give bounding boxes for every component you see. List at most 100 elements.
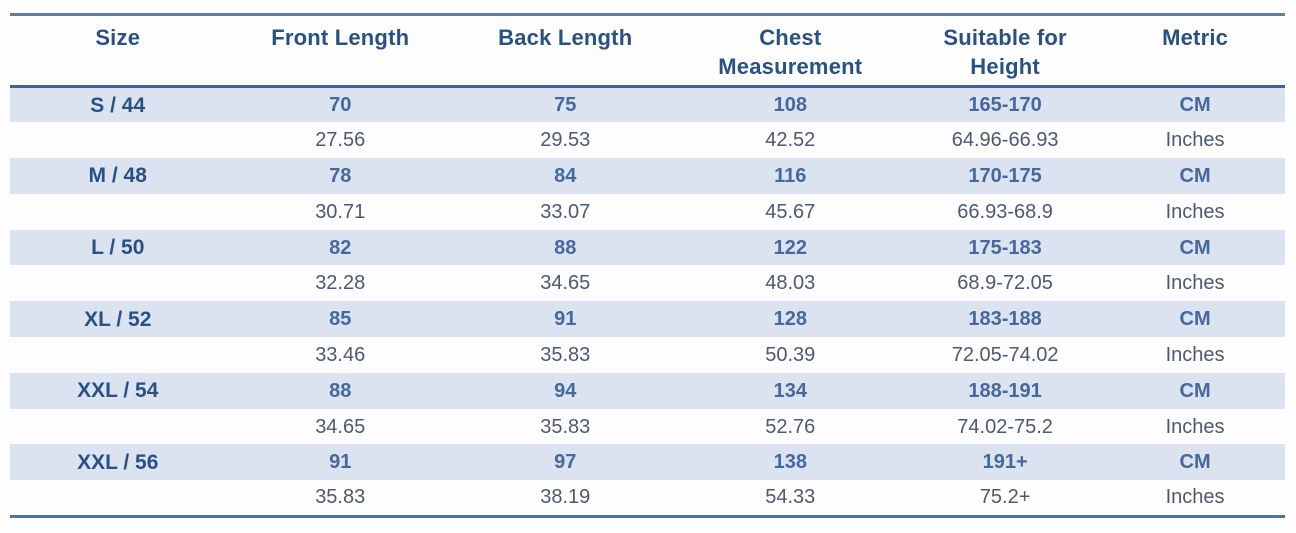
value-cell: 27.56 xyxy=(315,129,366,152)
value-cell: 74.02-75.2 xyxy=(957,415,1053,438)
column-header-line: Measurement xyxy=(718,54,863,79)
size-cell: M / 48 xyxy=(10,158,226,194)
size-cell: XL / 52 xyxy=(10,301,226,338)
value-cell: 128 xyxy=(675,301,906,338)
table-row: XL / 52 85 91 128 183-188 CM xyxy=(10,301,1285,338)
value-cell: 94 xyxy=(454,372,676,409)
value-cell: 34.65 xyxy=(315,415,366,438)
column-header-line: Suitable for xyxy=(943,25,1067,50)
value-cell: 183-188 xyxy=(905,301,1106,338)
column-header-chest-measurement: Chest Measurement xyxy=(675,14,906,88)
value-cell: CM xyxy=(1105,229,1285,266)
table-row: 27.56 29.53 42.52 64.96-66.93 Inches xyxy=(10,122,1285,158)
value-cell: 175-183 xyxy=(905,229,1106,266)
value-cell: 97 xyxy=(454,444,676,481)
size-cell: XXL / 54 xyxy=(10,372,226,409)
table-row: 35.83 38.19 54.33 75.2+ Inches xyxy=(10,480,1285,516)
column-header-line: Back Length xyxy=(498,25,633,50)
value-cell: 66.93-68.9 xyxy=(957,200,1053,223)
value-cell: 88 xyxy=(225,372,455,409)
size-cell xyxy=(10,480,225,516)
value-cell: 191+ xyxy=(905,444,1106,481)
table-row: L / 50 82 88 122 175-183 CM xyxy=(10,229,1285,266)
value-cell: CM xyxy=(1105,444,1285,481)
value-cell: 108 xyxy=(675,86,906,123)
value-cell: 64.96-66.93 xyxy=(951,129,1059,152)
size-cell: XXL / 56 xyxy=(10,444,226,481)
value-cell: 35.83 xyxy=(540,343,591,366)
value-cell: 33.07 xyxy=(540,200,591,223)
value-cell: 85 xyxy=(225,301,455,338)
value-cell: 38.19 xyxy=(540,486,591,509)
size-cell xyxy=(10,409,225,445)
value-cell: CM xyxy=(1105,86,1285,123)
value-cell: Inches xyxy=(1165,486,1225,509)
value-cell: CM xyxy=(1105,158,1285,194)
value-cell: Inches xyxy=(1165,415,1225,438)
size-cell: S / 44 xyxy=(10,86,226,123)
value-cell: 42.52 xyxy=(765,129,816,152)
size-chart: Size Front Length Back Length Chest Measurem… xyxy=(10,13,1285,518)
size-cell xyxy=(10,122,225,158)
value-cell: 91 xyxy=(454,301,676,338)
value-cell: 134 xyxy=(675,372,906,409)
value-cell: 122 xyxy=(675,229,906,266)
column-header-back-length: Back Length xyxy=(454,14,676,88)
value-cell: 91 xyxy=(225,444,455,481)
column-header-line: Front Length xyxy=(271,25,410,50)
value-cell: CM xyxy=(1105,301,1285,338)
value-cell: 33.46 xyxy=(315,343,366,366)
size-cell xyxy=(10,337,225,373)
value-cell: 75.2+ xyxy=(979,486,1031,509)
value-cell: 82 xyxy=(225,229,455,266)
value-cell: 116 xyxy=(675,158,906,194)
table-row: S / 44 70 75 108 165-170 CM xyxy=(10,86,1285,123)
value-cell: 32.28 xyxy=(315,272,366,295)
column-header-line: Height xyxy=(970,54,1040,79)
value-cell: CM xyxy=(1105,372,1285,409)
table-row: M / 48 78 84 116 170-175 CM xyxy=(10,158,1285,194)
value-cell: 88 xyxy=(454,229,676,266)
column-header-line: Size xyxy=(95,25,141,50)
value-cell: 34.65 xyxy=(540,272,591,295)
size-cell xyxy=(10,194,225,230)
header-row: Size Front Length Back Length Chest Measurem… xyxy=(10,14,1285,88)
value-cell: 78 xyxy=(225,158,455,194)
value-cell: 35.83 xyxy=(315,486,366,509)
column-header-line: Chest xyxy=(759,25,822,50)
size-cell xyxy=(10,265,225,301)
value-cell: Inches xyxy=(1165,343,1225,366)
value-cell: 75 xyxy=(454,86,676,123)
table-row: 33.46 35.83 50.39 72.05-74.02 Inches xyxy=(10,337,1285,373)
column-header-front-length: Front Length xyxy=(225,14,455,88)
value-cell: 29.53 xyxy=(540,129,591,152)
value-cell: 52.76 xyxy=(765,415,816,438)
table-row: 32.28 34.65 48.03 68.9-72.05 Inches xyxy=(10,265,1285,301)
column-header-size: Size xyxy=(10,14,226,88)
value-cell: 170-175 xyxy=(905,158,1106,194)
value-cell: 68.9-72.05 xyxy=(957,272,1053,295)
column-header-suitable-for-height: Suitable for Height xyxy=(905,14,1106,88)
value-cell: 30.71 xyxy=(315,200,366,223)
value-cell: Inches xyxy=(1165,272,1225,295)
value-cell: Inches xyxy=(1165,200,1225,223)
value-cell: 48.03 xyxy=(765,272,816,295)
table-row: XXL / 54 88 94 134 188-191 CM xyxy=(10,372,1285,409)
value-cell: 35.83 xyxy=(540,415,591,438)
value-cell: 165-170 xyxy=(905,86,1106,123)
size-cell: L / 50 xyxy=(10,229,226,266)
value-cell: 50.39 xyxy=(765,343,816,366)
table-row: 34.65 35.83 52.76 74.02-75.2 Inches xyxy=(10,409,1285,445)
column-header-line: Metric xyxy=(1162,25,1229,50)
table-row: XXL / 56 91 97 138 191+ CM xyxy=(10,444,1285,481)
value-cell: 72.05-74.02 xyxy=(951,343,1059,366)
value-cell: 70 xyxy=(225,86,455,123)
value-cell: 138 xyxy=(675,444,906,481)
table-row: 30.71 33.07 45.67 66.93-68.9 Inches xyxy=(10,194,1285,230)
value-cell: 45.67 xyxy=(765,200,816,223)
value-cell: 188-191 xyxy=(905,372,1106,409)
value-cell: 84 xyxy=(454,158,676,194)
value-cell: Inches xyxy=(1165,129,1225,152)
value-cell: 54.33 xyxy=(765,486,816,509)
size-chart-table: Size Front Length Back Length Chest Measurem… xyxy=(10,13,1285,518)
